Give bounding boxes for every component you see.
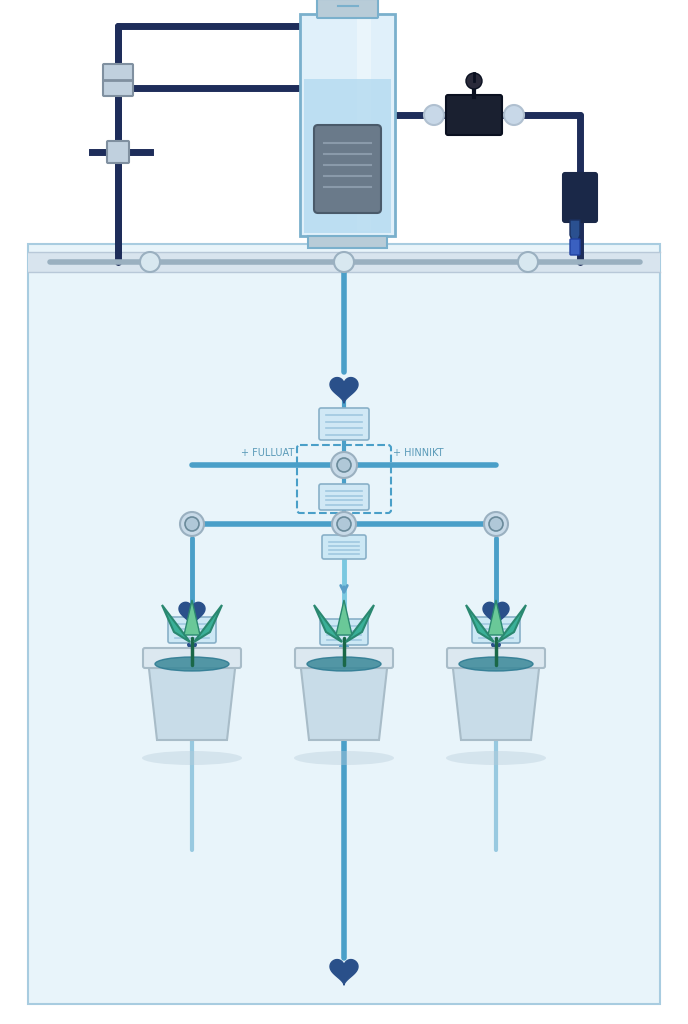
- FancyBboxPatch shape: [447, 648, 545, 668]
- FancyBboxPatch shape: [570, 239, 580, 255]
- Polygon shape: [570, 220, 580, 248]
- Polygon shape: [466, 605, 494, 642]
- Circle shape: [466, 73, 482, 89]
- Ellipse shape: [446, 751, 546, 765]
- FancyBboxPatch shape: [322, 535, 366, 559]
- FancyBboxPatch shape: [314, 125, 381, 213]
- Bar: [28, 252, 660, 272]
- FancyBboxPatch shape: [107, 141, 129, 163]
- FancyBboxPatch shape: [168, 617, 216, 643]
- Circle shape: [140, 252, 160, 272]
- Polygon shape: [148, 660, 236, 740]
- Polygon shape: [300, 660, 388, 740]
- Circle shape: [424, 105, 444, 125]
- Circle shape: [489, 517, 503, 531]
- FancyBboxPatch shape: [317, 0, 378, 18]
- Circle shape: [518, 252, 538, 272]
- Circle shape: [337, 458, 351, 472]
- FancyBboxPatch shape: [319, 484, 369, 510]
- FancyBboxPatch shape: [295, 648, 393, 668]
- Polygon shape: [498, 605, 526, 642]
- FancyBboxPatch shape: [103, 63, 133, 96]
- FancyBboxPatch shape: [28, 244, 660, 1004]
- Polygon shape: [336, 600, 352, 635]
- Ellipse shape: [294, 751, 394, 765]
- Polygon shape: [194, 605, 222, 642]
- Polygon shape: [346, 605, 374, 642]
- Polygon shape: [184, 600, 200, 635]
- Polygon shape: [330, 378, 358, 402]
- Polygon shape: [162, 605, 190, 642]
- FancyBboxPatch shape: [446, 95, 502, 135]
- Ellipse shape: [142, 751, 242, 765]
- Ellipse shape: [307, 657, 381, 671]
- Circle shape: [332, 512, 356, 536]
- Bar: [300, 14, 395, 236]
- Circle shape: [185, 517, 199, 531]
- FancyBboxPatch shape: [143, 648, 241, 668]
- Polygon shape: [452, 660, 540, 740]
- Circle shape: [334, 252, 354, 272]
- FancyBboxPatch shape: [319, 408, 369, 440]
- Polygon shape: [179, 602, 205, 626]
- Circle shape: [331, 452, 357, 478]
- Circle shape: [504, 105, 524, 125]
- Text: + HINNIKT: + HINNIKT: [393, 449, 443, 458]
- FancyBboxPatch shape: [320, 618, 368, 645]
- FancyBboxPatch shape: [563, 173, 597, 222]
- Bar: [357, 19, 372, 231]
- Ellipse shape: [459, 657, 533, 671]
- Polygon shape: [330, 959, 358, 985]
- Circle shape: [337, 517, 351, 531]
- Polygon shape: [488, 600, 504, 635]
- Text: + FULLUAT: + FULLUAT: [241, 449, 294, 458]
- Polygon shape: [314, 605, 342, 642]
- Bar: [308, 236, 387, 248]
- Circle shape: [180, 512, 204, 536]
- FancyBboxPatch shape: [472, 617, 520, 643]
- Circle shape: [484, 512, 508, 536]
- Ellipse shape: [155, 657, 229, 671]
- Polygon shape: [483, 602, 509, 626]
- Bar: [304, 79, 391, 233]
